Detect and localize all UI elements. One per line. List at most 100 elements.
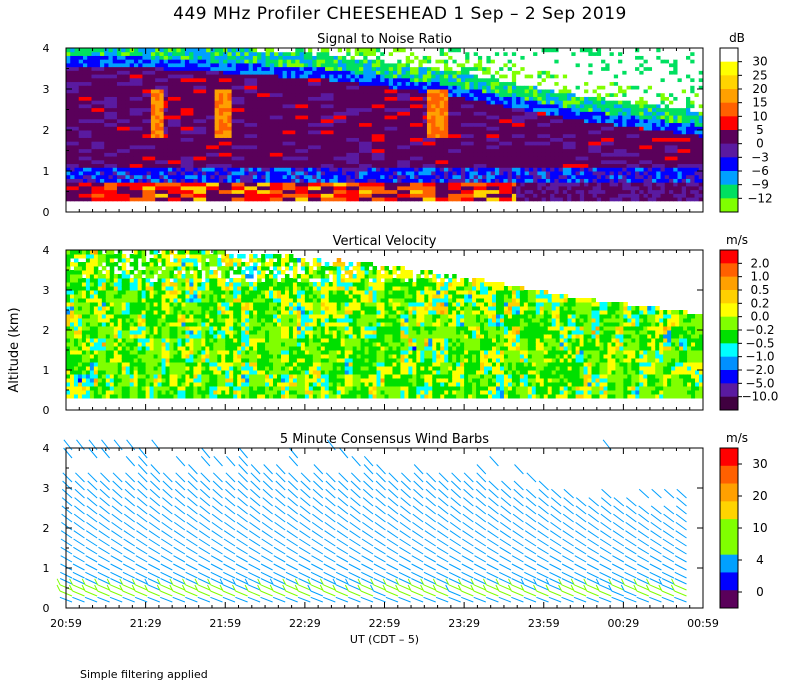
wind-barb — [97, 596, 110, 603]
wind-barb — [612, 555, 625, 563]
wind-barb — [124, 497, 136, 507]
wind-barb — [236, 521, 248, 531]
wind-barb — [219, 578, 236, 591]
wind-barb — [249, 505, 261, 515]
wind-barbs-layer — [56, 439, 687, 603]
wind-barb — [450, 480, 462, 491]
wind-barb — [475, 513, 487, 523]
wind-barb — [324, 513, 336, 523]
wind-barb — [74, 505, 85, 515]
x-tick-label: 21:29 — [130, 617, 162, 630]
wind-barb — [525, 521, 537, 531]
wind-barb — [675, 521, 687, 531]
wind-barb — [235, 571, 248, 579]
wind-barb — [487, 538, 499, 547]
wind-barb — [537, 513, 549, 523]
colorbar-label: 5 — [756, 123, 764, 137]
wind-barb — [624, 578, 637, 585]
wind-barb — [420, 584, 436, 597]
wind-barb — [299, 530, 311, 539]
colorbar-label: −9 — [751, 178, 769, 192]
wind-barb — [474, 555, 487, 563]
wind-barb — [337, 488, 349, 499]
wind-barb — [110, 546, 123, 555]
wind-barb — [169, 584, 186, 597]
wind-barb — [573, 596, 587, 603]
wind-barb — [599, 538, 612, 547]
wind-barb — [313, 472, 324, 483]
wind-barb — [436, 571, 449, 579]
wind-barb — [224, 497, 236, 507]
wind-barb — [475, 497, 487, 507]
wind-barb — [662, 530, 675, 539]
wind-barb — [319, 584, 336, 597]
wind-barb — [362, 505, 374, 515]
wind-barb — [161, 530, 173, 539]
wind-barb — [336, 555, 349, 563]
wind-barb — [620, 578, 637, 591]
wind-barb — [72, 563, 85, 571]
wind-barb — [339, 447, 349, 459]
wind-barb — [650, 505, 662, 515]
wind-barb — [187, 488, 198, 499]
wind-barb — [385, 596, 399, 603]
wind-barb — [587, 546, 599, 555]
wind-barb — [612, 538, 625, 547]
wind-barb — [85, 563, 98, 571]
wind-barb — [297, 596, 311, 603]
wind-barb — [545, 578, 562, 591]
wind-barb — [595, 578, 612, 591]
wind-barb — [300, 497, 311, 507]
wind-barb — [536, 555, 549, 563]
wind-barb — [185, 578, 198, 585]
wind-barb — [275, 464, 286, 475]
wind-barb — [98, 538, 110, 547]
wind-barb — [223, 530, 236, 539]
wind-barb — [188, 464, 198, 475]
wind-barb — [424, 521, 436, 531]
wind-barb — [112, 488, 123, 499]
wind-barb — [173, 546, 186, 555]
wind-barb — [524, 563, 537, 571]
wind-barb — [313, 464, 324, 475]
wind-barb — [249, 530, 261, 539]
wind-barb — [412, 497, 424, 507]
colorbar-label: −2.0 — [745, 363, 774, 377]
y-tick-label: 2 — [43, 124, 50, 137]
wind-barb — [611, 563, 625, 571]
wind-barb — [137, 480, 148, 491]
wind-barb — [350, 480, 361, 491]
wind-barb — [100, 447, 110, 459]
wind-barb — [136, 497, 148, 507]
wind-barb — [185, 555, 198, 563]
wind-barb — [199, 505, 211, 515]
wind-barb — [99, 480, 110, 491]
wind-barb — [595, 584, 612, 597]
colorbar-label: 20 — [752, 489, 767, 503]
wind-barb — [637, 538, 650, 547]
wind-barb — [74, 480, 85, 491]
wind-barb — [438, 472, 449, 483]
wind-barb — [274, 530, 286, 539]
wind-barb — [185, 563, 198, 571]
colorbar-label: −3 — [751, 150, 769, 164]
wind-barb — [198, 563, 211, 571]
wind-barb — [523, 596, 537, 603]
wind-barb — [470, 584, 486, 597]
wind-barb — [325, 488, 336, 499]
wind-barb — [250, 472, 261, 483]
wind-barb — [425, 497, 437, 507]
snr-heatmap — [66, 48, 704, 202]
wind-barb — [486, 571, 499, 579]
wind-barb — [348, 571, 361, 579]
wind-barb — [136, 538, 148, 547]
wind-barb — [598, 596, 612, 603]
wind-barb — [149, 505, 161, 515]
x-tick-label: 00:29 — [608, 617, 640, 630]
wind-barb — [545, 584, 562, 597]
wind-barb — [298, 578, 311, 585]
wind-barb — [98, 530, 110, 539]
wind-barb — [237, 505, 248, 515]
y-tick-label: 0 — [43, 404, 50, 417]
wind-barb — [262, 505, 273, 515]
